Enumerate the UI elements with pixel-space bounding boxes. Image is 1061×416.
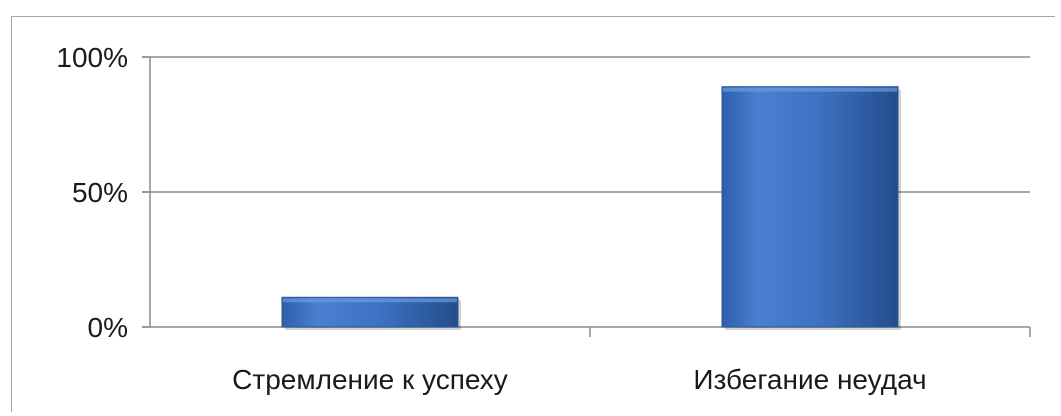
bar-highlight: [723, 87, 897, 92]
y-tick-label: 100%: [56, 42, 128, 73]
y-tick-label: 0%: [88, 312, 128, 343]
y-tick-label: 50%: [72, 177, 128, 208]
bars: [281, 86, 901, 330]
bar: [721, 86, 899, 328]
labels: 0% 50% 100% Стремление к успеху Избегание не…: [56, 42, 926, 395]
x-category-label: Стремление к успеху: [232, 364, 508, 395]
bar-highlight: [283, 298, 457, 303]
x-category-label: Избегание неудач: [693, 364, 926, 395]
